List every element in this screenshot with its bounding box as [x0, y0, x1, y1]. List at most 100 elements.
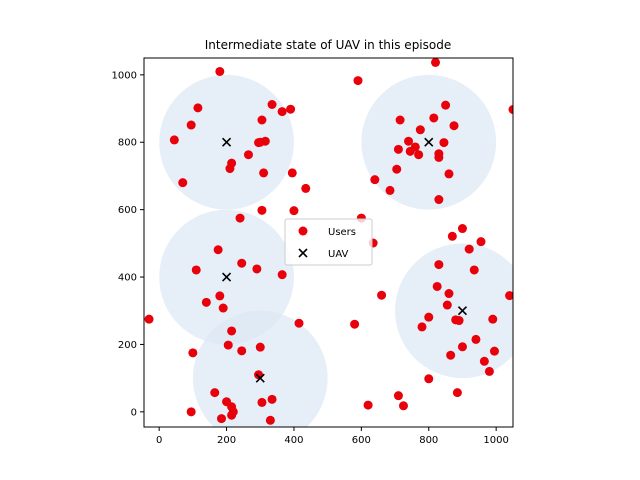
user-point: [441, 100, 451, 110]
user-point: [410, 142, 420, 152]
uav-layer: [221, 137, 468, 383]
user-point: [370, 175, 380, 185]
coverage-circle: [395, 243, 513, 379]
x-tick-label: 1000: [483, 435, 508, 446]
uav-marker: [221, 272, 232, 282]
user-point: [144, 314, 154, 324]
user-point: [414, 150, 424, 160]
user-point: [260, 136, 270, 146]
user-point: [215, 66, 225, 76]
user-point: [484, 366, 494, 376]
user-point: [257, 397, 267, 407]
coverage-layer: [159, 74, 513, 427]
plot-frame: [143, 57, 514, 428]
user-point: [392, 164, 402, 174]
user-point: [430, 58, 440, 67]
user-point: [265, 415, 275, 425]
y-tick-label: 200: [118, 340, 137, 351]
user-point: [415, 125, 425, 135]
legend-users-marker: [298, 226, 308, 236]
user-point: [252, 264, 262, 274]
user-point: [488, 314, 498, 324]
user-point: [259, 168, 269, 178]
user-point: [178, 178, 188, 188]
user-point: [457, 224, 467, 234]
user-point: [193, 103, 203, 113]
user-point: [424, 374, 434, 384]
user-point: [227, 326, 237, 336]
user-point: [439, 138, 449, 148]
user-point: [505, 291, 513, 301]
user-point: [449, 121, 459, 131]
user-point: [186, 120, 196, 130]
x-tick-label: 200: [217, 435, 236, 446]
user-point: [434, 260, 444, 270]
legend: Users UAV: [284, 218, 373, 266]
user-point: [267, 394, 277, 404]
user-point: [277, 107, 287, 117]
uav-marker: [424, 137, 434, 147]
uav-marker: [221, 137, 232, 147]
user-point: [350, 319, 360, 329]
user-point: [237, 258, 247, 268]
user-point: [289, 206, 299, 216]
user-point: [227, 158, 237, 168]
x-tick-label: 800: [419, 435, 438, 446]
user-point: [385, 185, 395, 195]
user-point: [434, 195, 444, 205]
user-point: [404, 136, 414, 146]
user-point: [444, 289, 454, 299]
user-point: [489, 346, 499, 356]
user-point: [447, 231, 457, 241]
uav-marker: [255, 373, 265, 383]
user-point: [454, 316, 464, 326]
y-tick-label: 600: [118, 205, 137, 216]
user-point: [377, 290, 387, 300]
user-point: [267, 100, 277, 110]
x-tick-label: 0: [156, 435, 162, 446]
user-point: [508, 105, 513, 115]
user-point: [191, 265, 201, 275]
user-point: [218, 303, 228, 313]
user-point: [277, 270, 287, 280]
user-point: [353, 76, 363, 86]
user-point: [257, 115, 267, 125]
user-point: [210, 388, 220, 398]
user-point: [398, 401, 408, 411]
user-point: [429, 113, 439, 123]
user-point: [432, 281, 442, 291]
user-point: [393, 144, 403, 154]
user-point: [223, 340, 233, 350]
chart-title: Intermediate state of UAV in this episod…: [205, 38, 451, 52]
user-point: [228, 407, 238, 417]
user-point: [446, 350, 456, 360]
user-point: [255, 342, 265, 352]
user-point: [186, 407, 196, 417]
user-point: [442, 300, 452, 310]
user-point: [417, 322, 427, 332]
user-point: [395, 115, 405, 125]
user-point: [243, 150, 253, 160]
user-point: [464, 244, 474, 254]
user-point: [476, 237, 486, 247]
user-point: [457, 342, 467, 352]
user-point: [254, 370, 264, 380]
user-point: [301, 183, 311, 193]
user-point: [434, 152, 444, 162]
x-tick-label: 600: [352, 435, 371, 446]
user-point: [188, 348, 198, 358]
y-tick-label: 400: [118, 273, 137, 284]
user-point: [217, 414, 227, 424]
y-tick-label: 1000: [112, 70, 137, 81]
user-point: [294, 318, 304, 328]
user-point: [213, 245, 223, 255]
user-point: [215, 291, 225, 301]
axes: 0 200 400 600 800 1000 0 200 400 600 800 1000: [112, 57, 514, 446]
user-point: [257, 205, 267, 215]
users-layer: [144, 58, 513, 425]
user-point: [452, 388, 462, 398]
user-point: [235, 213, 245, 223]
user-point: [444, 169, 454, 179]
user-point: [286, 104, 296, 114]
